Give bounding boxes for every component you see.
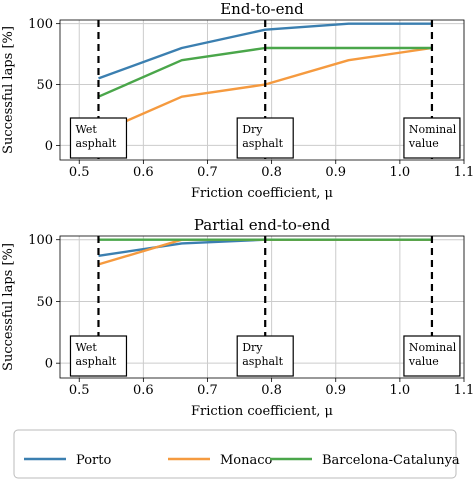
annotation-text: asphalt [242, 137, 283, 150]
annotation-box [403, 335, 461, 377]
y-tick-label: 100 [28, 17, 53, 32]
y-tick-label: 50 [36, 78, 53, 93]
legend-items: Porto Monaco Barcelona-Catalunya [24, 453, 460, 468]
chart-panel-2: Partial end-to-end 0.5 0.6 0.7 0.8 0.9 1.0 1.1 0… [1, 216, 474, 419]
chart-title: End-to-end [220, 0, 304, 18]
x-tick-label: 1.0 [390, 383, 411, 398]
legend-label: Porto [76, 453, 111, 468]
x-axis-label: Friction coefficient, μ [191, 404, 333, 419]
annotation-box [69, 117, 128, 159]
legend-frame [13, 429, 457, 479]
chart-title: Partial end-to-end [194, 216, 331, 234]
annotation-text: Nominal [409, 123, 457, 136]
annotation-text: value [408, 137, 439, 150]
x-tick-label: 0.7 [197, 383, 218, 398]
y-axis-label: Successful laps [%] [1, 26, 16, 154]
annotation-box [69, 335, 128, 377]
x-tick-label: 1.0 [390, 165, 411, 180]
y-tick-label: 0 [45, 139, 53, 154]
x-axis-label: Friction coefficient, μ [191, 186, 333, 201]
series-line-porto [98, 22, 432, 80]
x-tick-label: 0.9 [325, 165, 346, 180]
legend: Porto Monaco Barcelona-Catalunya [13, 429, 460, 479]
x-tick-label: 0.7 [197, 165, 218, 180]
x-tick-label: 0.5 [69, 383, 90, 398]
annotation-box [236, 117, 294, 159]
x-tick-label: 0.8 [261, 383, 282, 398]
annotation-text: asphalt [75, 355, 116, 368]
annotation-text: Nominal [409, 341, 457, 354]
x-tick-label: 0.8 [261, 165, 282, 180]
x-tick-label: 0.5 [69, 165, 90, 180]
y-axis-label: Successful laps [%] [1, 243, 16, 371]
annotation-text: Dry [242, 341, 263, 354]
annotation-box [236, 335, 294, 377]
annotation-text: value [408, 355, 439, 368]
annotation-text: Wet [75, 123, 97, 136]
y-tick-label: 0 [45, 357, 53, 372]
plot-frame [59, 235, 465, 379]
x-tick-label: 0.6 [133, 383, 154, 398]
chart-panel-1: End-to-end 0.5 0.6 0.7 0.8 0.9 1.0 1.1 0 50 100 Fri… [1, 0, 474, 201]
y-tick-label: 100 [28, 233, 53, 248]
annotation-text: asphalt [75, 137, 116, 150]
x-tick-label: 1.1 [454, 165, 474, 180]
annotation-text: Dry [242, 123, 263, 136]
x-tick-label: 0.9 [325, 383, 346, 398]
y-tick-label: 50 [36, 295, 53, 310]
annotation-text: Wet [75, 341, 97, 354]
x-tick-label: 0.6 [133, 165, 154, 180]
annotation-box [403, 117, 461, 159]
legend-label: Barcelona-Catalunya [322, 453, 460, 468]
chart-panels: End-to-end 0.5 0.6 0.7 0.8 0.9 1.0 1.1 0 50 100 Fri… [1, 0, 474, 419]
annotation-text: asphalt [242, 355, 283, 368]
plot-frame [59, 19, 465, 161]
legend-label: Monaco [220, 453, 273, 468]
x-tick-label: 1.1 [454, 383, 474, 398]
